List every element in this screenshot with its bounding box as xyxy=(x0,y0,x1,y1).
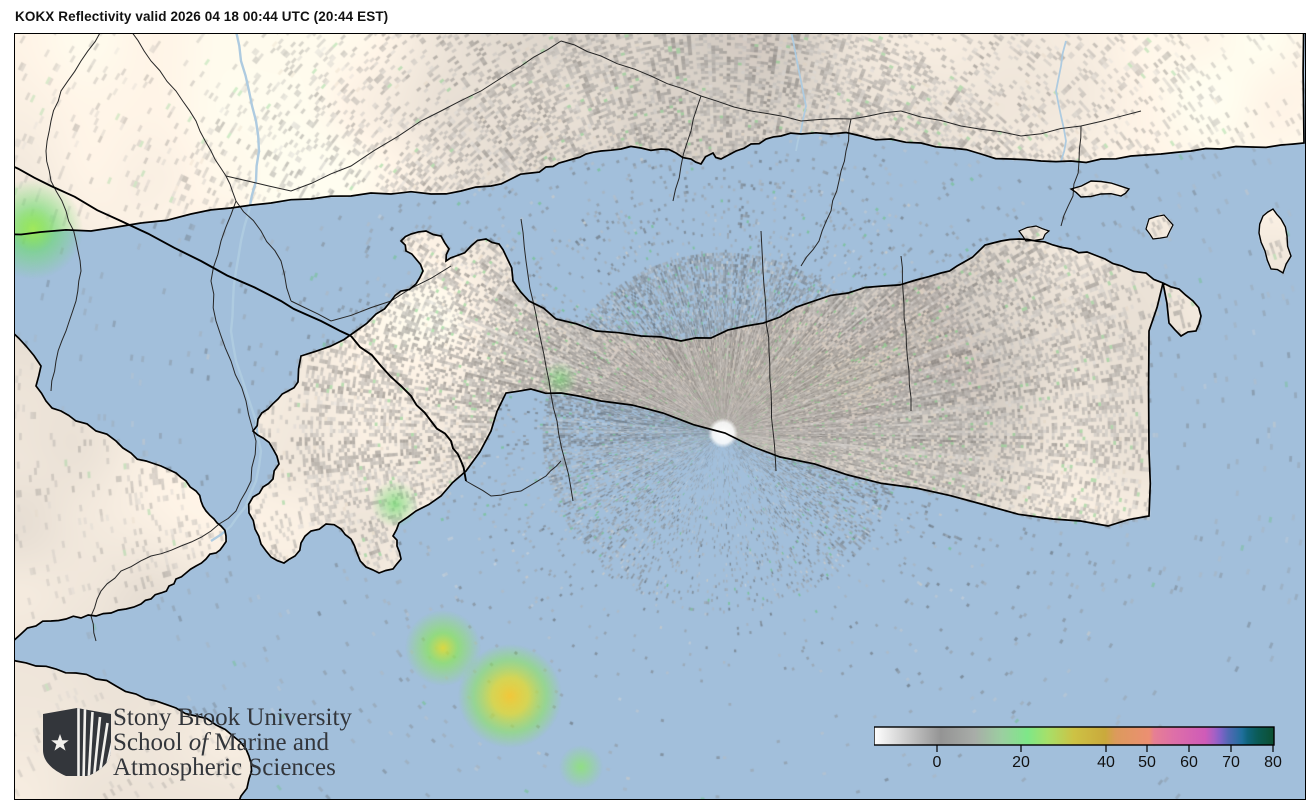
svg-text:50: 50 xyxy=(1138,754,1156,771)
svg-text:0: 0 xyxy=(933,754,942,771)
svg-text:40: 40 xyxy=(1097,754,1115,771)
svg-text:80: 80 xyxy=(1264,754,1282,771)
svg-text:60: 60 xyxy=(1180,754,1198,771)
svg-text:70: 70 xyxy=(1222,754,1240,771)
svg-text:20: 20 xyxy=(1012,754,1030,771)
